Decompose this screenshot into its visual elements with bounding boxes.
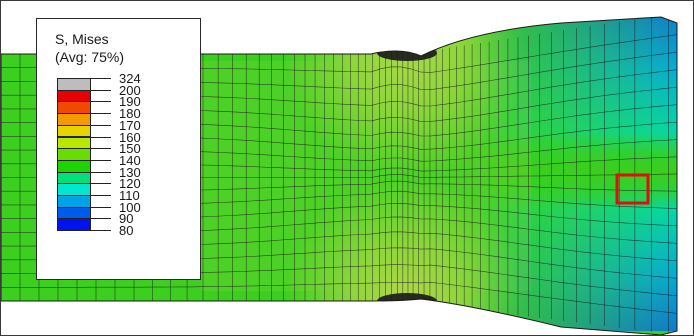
legend-subtitle: (Avg: 75%) [55, 49, 124, 65]
legend-tick [91, 230, 111, 232]
legend-title: S, Mises [55, 31, 109, 47]
legend-value-label: 100 [119, 199, 141, 215]
legend-tick [91, 171, 111, 173]
legend-value-label: 170 [119, 117, 141, 133]
mesh-line-longitudinal [1, 281, 677, 315]
legend-tick [91, 206, 111, 208]
legend-color-band [57, 218, 91, 232]
legend-value-label: 190 [119, 94, 141, 110]
legend-value-label: 130 [119, 164, 141, 180]
stress-low-bottom-right [431, 17, 677, 331]
highlighted-element [615, 173, 650, 205]
legend-value-label: 150 [119, 141, 141, 157]
legend-tick [91, 89, 111, 91]
legend-value-label: 80 [119, 223, 134, 239]
legend-value-label: 200 [119, 82, 141, 98]
legend-tick [91, 124, 111, 126]
legend-tick [91, 183, 111, 185]
stress-legend: S, Mises (Avg: 75%) 324 200 190 180 170 160 15… [36, 18, 201, 280]
legend-tick [91, 113, 111, 115]
legend-tick [91, 195, 111, 196]
legend-value-label: 90 [119, 211, 134, 227]
legend-value-label: 120 [119, 176, 141, 192]
legend-tick [91, 136, 111, 138]
legend-value-label: 180 [119, 106, 141, 122]
legend-tick [91, 78, 111, 79]
legend-tick [91, 159, 111, 161]
legend-value-label: 110 [119, 188, 140, 203]
legend-value-label: 140 [119, 152, 141, 168]
legend-value-label: 160 [119, 129, 141, 145]
legend-tick [91, 101, 111, 103]
specimen-outline [1, 16, 678, 335]
legend-tick [91, 218, 111, 220]
legend-value-label: 324 [119, 71, 141, 86]
legend-tick [91, 148, 111, 150]
